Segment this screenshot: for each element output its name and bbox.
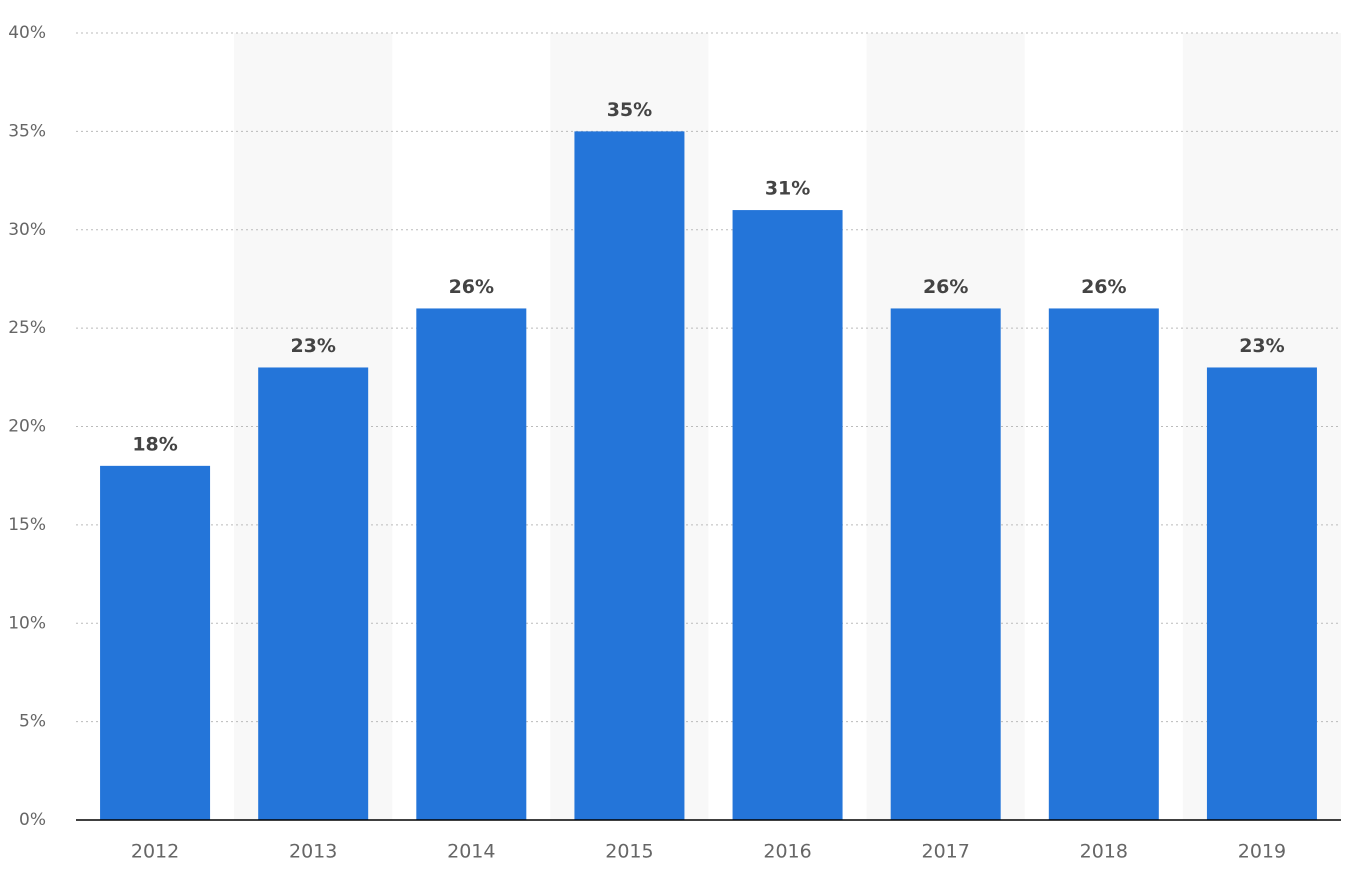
y-tick-label: 35% [8,121,46,141]
bar [1206,367,1317,820]
y-tick-label: 0% [19,810,46,830]
bar [1048,308,1159,820]
y-tick-label: 20% [8,417,46,437]
bar [732,210,843,820]
value-label: 31% [765,178,810,200]
bar [890,308,1001,820]
value-label: 23% [290,335,335,357]
y-tick-label: 5% [19,712,46,732]
bar [574,131,685,820]
value-label: 26% [1081,276,1126,298]
y-tick-label: 15% [8,515,46,535]
x-tick-label: 2014 [447,841,495,863]
y-tick-label: 10% [8,613,46,633]
y-tick-label: 30% [8,220,46,240]
x-tick-label: 2016 [763,841,811,863]
x-tick-label: 2012 [131,841,179,863]
x-tick-label: 2017 [922,841,970,863]
x-tick-label: 2018 [1080,841,1128,863]
value-label: 26% [923,276,968,298]
x-tick-label: 2015 [605,841,653,863]
value-label: 18% [132,433,177,455]
bar [100,465,211,820]
bar [258,367,369,820]
value-label: 26% [449,276,494,298]
x-tick-label: 2019 [1238,841,1286,863]
value-label: 35% [607,99,652,121]
bar [416,308,527,820]
y-tick-label: 25% [8,318,46,338]
y-tick-label: 40% [8,23,46,43]
value-label: 23% [1239,335,1284,357]
x-tick-label: 2013 [289,841,337,863]
